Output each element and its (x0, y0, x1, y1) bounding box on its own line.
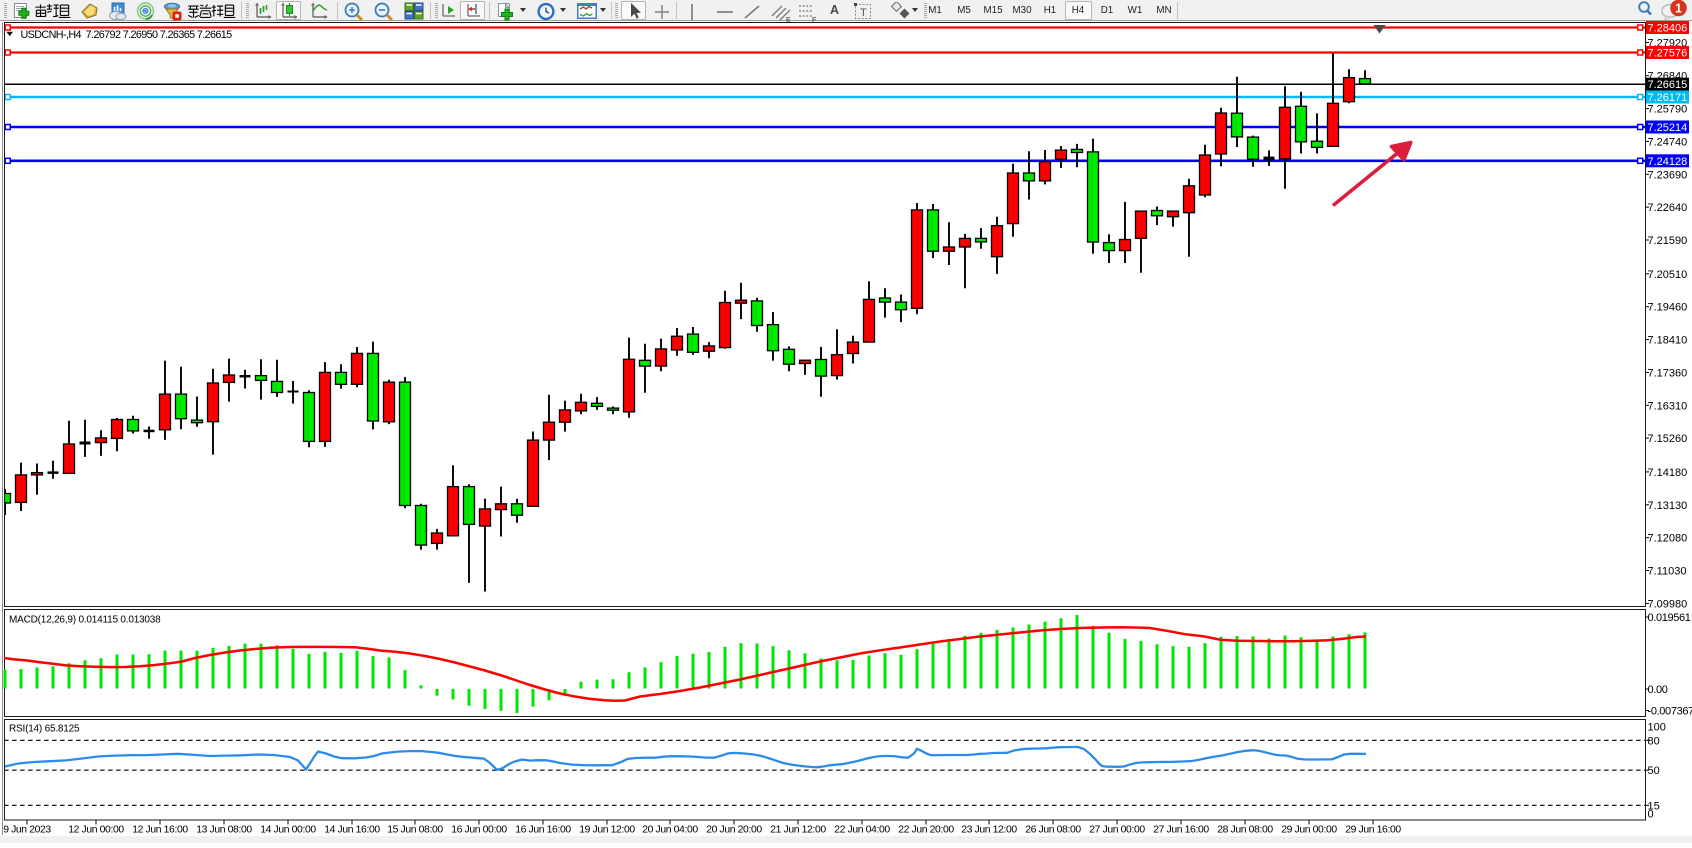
svg-text:22 Jun 04:00: 22 Jun 04:00 (834, 825, 890, 836)
svg-text:7.12080: 7.12080 (1648, 533, 1688, 545)
svg-text:9 Jun 2023: 9 Jun 2023 (3, 825, 51, 836)
svg-text:7.26171: 7.26171 (1648, 92, 1688, 104)
svg-text:7.11030: 7.11030 (1648, 566, 1687, 578)
svg-text:7.22640: 7.22640 (1648, 202, 1688, 214)
svg-text:7.23690: 7.23690 (1648, 169, 1688, 181)
svg-text:19 Jun 12:00: 19 Jun 12:00 (579, 825, 635, 836)
svg-text:16 Jun 00:00: 16 Jun 00:00 (451, 825, 507, 836)
svg-text:7.17360: 7.17360 (1648, 367, 1688, 379)
svg-text:12 Jun 00:00: 12 Jun 00:00 (68, 825, 124, 836)
svg-text:21 Jun 12:00: 21 Jun 12:00 (770, 825, 826, 836)
svg-text:7.18410: 7.18410 (1648, 335, 1688, 347)
svg-text:7.24128: 7.24128 (1648, 156, 1688, 168)
svg-text:7.19460: 7.19460 (1648, 302, 1688, 314)
svg-text:RSI(14) 65.8125: RSI(14) 65.8125 (9, 724, 80, 735)
svg-text:80: 80 (1648, 735, 1660, 747)
svg-text:15 Jun 08:00: 15 Jun 08:00 (387, 825, 443, 836)
svg-text:7.27576: 7.27576 (1648, 48, 1688, 60)
svg-text:20 Jun 04:00: 20 Jun 04:00 (642, 825, 698, 836)
svg-text:7.25214: 7.25214 (1648, 122, 1688, 134)
svg-text:7.21590: 7.21590 (1648, 235, 1688, 247)
svg-text:0.00: 0.00 (1648, 684, 1668, 696)
svg-text:USDCNH-,H4 7.26792 7.26950 7.: USDCNH-,H4 7.26792 7.26950 7.26365 7.266… (21, 29, 233, 41)
svg-text:E: E (786, 17, 791, 24)
svg-text:14 Jun 16:00: 14 Jun 16:00 (324, 825, 380, 836)
svg-text:F: F (812, 17, 816, 24)
svg-text:100: 100 (1648, 721, 1666, 733)
svg-text:7.26615: 7.26615 (1648, 79, 1688, 91)
svg-text:27 Jun 00:00: 27 Jun 00:00 (1089, 825, 1145, 836)
svg-text:0.019561: 0.019561 (1648, 612, 1691, 624)
svg-text:7.24740: 7.24740 (1648, 136, 1688, 148)
svg-text:14 Jun 00:00: 14 Jun 00:00 (260, 825, 316, 836)
svg-text:16 Jun 16:00: 16 Jun 16:00 (515, 825, 571, 836)
svg-text:MACD(12,26,9) 0.014115 0.01303: MACD(12,26,9) 0.014115 0.013038 (9, 615, 161, 626)
svg-text:0: 0 (1648, 809, 1654, 821)
svg-text:7.13130: 7.13130 (1648, 500, 1688, 512)
svg-text:28 Jun 08:00: 28 Jun 08:00 (1217, 825, 1273, 836)
svg-text:7.09980: 7.09980 (1648, 598, 1688, 610)
svg-text:20 Jun 20:00: 20 Jun 20:00 (706, 825, 762, 836)
svg-text:-0.007367: -0.007367 (1648, 706, 1692, 718)
svg-text:7.20510: 7.20510 (1648, 269, 1688, 281)
svg-text:13 Jun 08:00: 13 Jun 08:00 (196, 825, 252, 836)
svg-text:7.16310: 7.16310 (1648, 400, 1688, 412)
svg-text:22 Jun 20:00: 22 Jun 20:00 (898, 825, 954, 836)
svg-text:T: T (860, 7, 867, 19)
svg-text:12 Jun 16:00: 12 Jun 16:00 (132, 825, 188, 836)
svg-text:29 Jun 16:00: 29 Jun 16:00 (1345, 825, 1401, 836)
svg-text:23 Jun 12:00: 23 Jun 12:00 (961, 825, 1017, 836)
svg-text:7.15260: 7.15260 (1648, 433, 1688, 445)
svg-text:50: 50 (1648, 765, 1660, 777)
svg-text:7.25790: 7.25790 (1648, 104, 1688, 116)
svg-text:7.28406: 7.28406 (1648, 23, 1688, 35)
svg-text:7.14180: 7.14180 (1648, 467, 1688, 479)
svg-text:1: 1 (1675, 2, 1682, 16)
svg-text:27 Jun 16:00: 27 Jun 16:00 (1153, 825, 1209, 836)
svg-text:29 Jun 00:00: 29 Jun 00:00 (1281, 825, 1337, 836)
svg-text:26 Jun 08:00: 26 Jun 08:00 (1025, 825, 1081, 836)
